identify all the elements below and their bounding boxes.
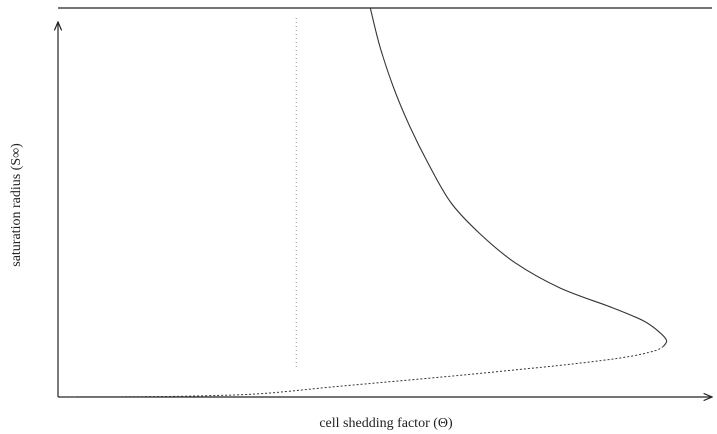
series-upper-solid xyxy=(369,7,668,347)
y-axis-label: saturation radius (S∞) xyxy=(9,143,24,267)
series-lower-dotted xyxy=(57,345,664,398)
x-axis-label: cell shedding factor (Θ) xyxy=(319,416,453,431)
